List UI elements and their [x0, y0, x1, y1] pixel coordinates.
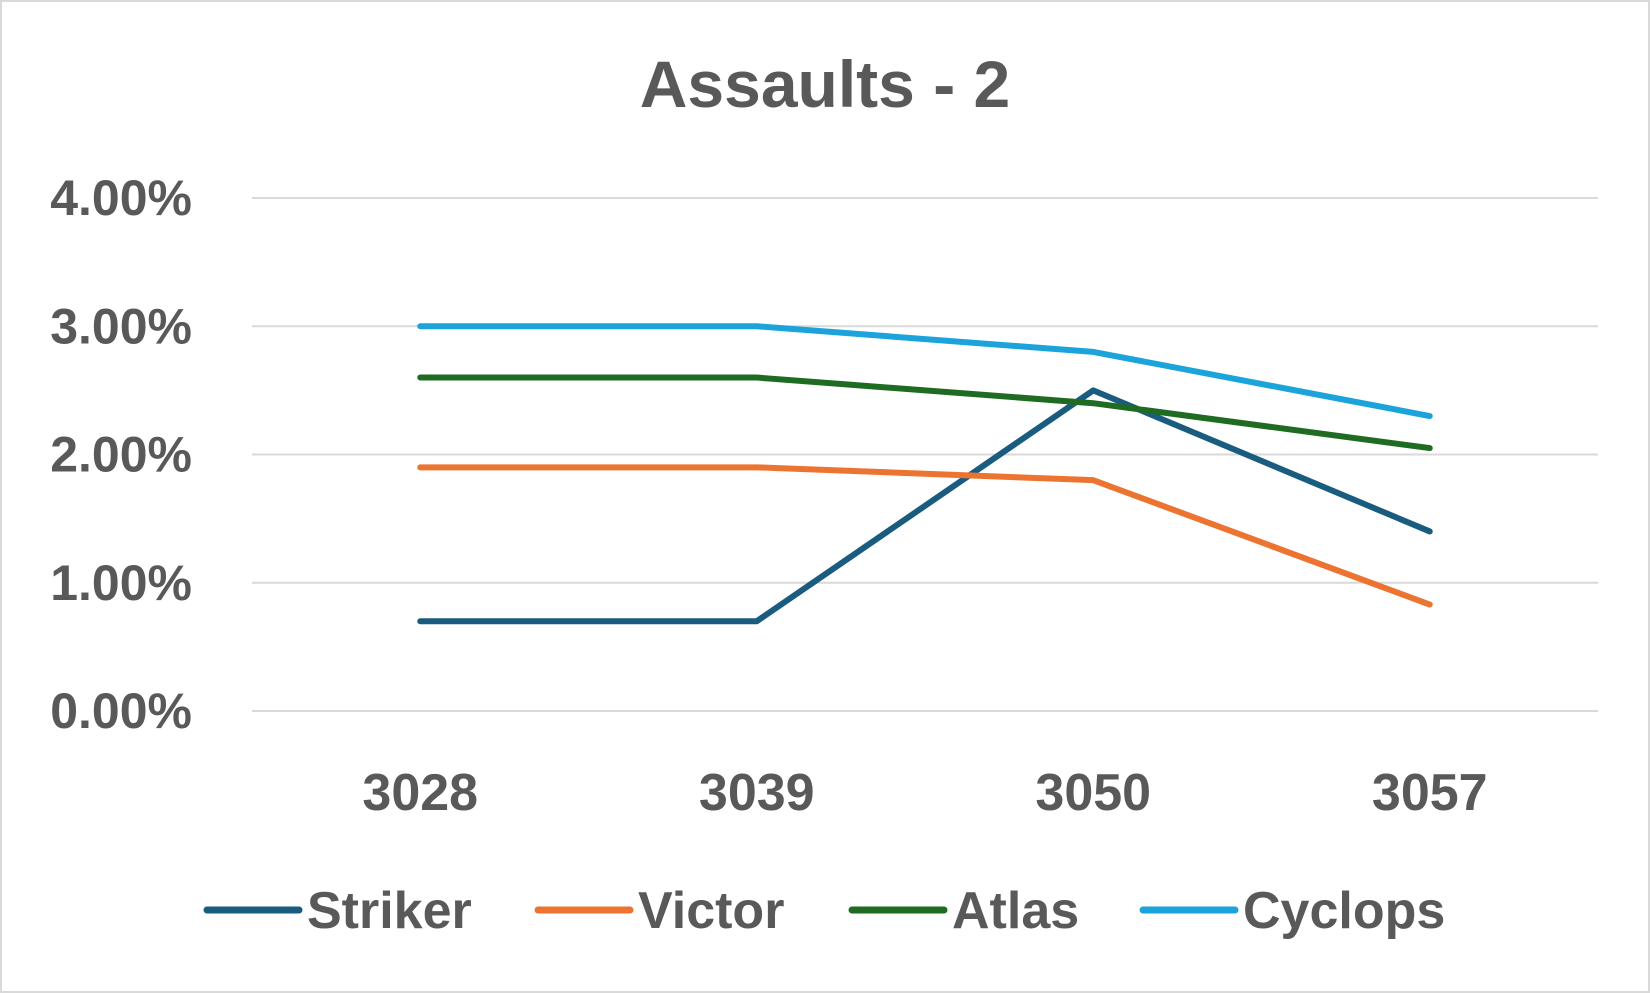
series-line-atlas: [417, 374, 1433, 452]
y-axis-ticks: 0.00% 1.00% 2.00% 3.00% 4.00%: [50, 170, 192, 739]
y-tick-label: 1.00%: [50, 555, 192, 611]
x-axis-ticks: 3028 3039 3050 3057: [362, 764, 1487, 822]
series-line-cyclops: [417, 323, 1433, 420]
series-line-victor: [417, 464, 1433, 608]
y-tick-label: 0.00%: [50, 683, 192, 739]
gridlines: [252, 197, 1598, 712]
series-lines: [417, 323, 1433, 625]
legend-label: Cyclops: [1243, 882, 1445, 940]
x-tick-label: 3057: [1372, 764, 1488, 822]
x-tick-label: 3028: [362, 764, 478, 822]
legend-label: Striker: [307, 882, 472, 940]
legend-label: Atlas: [952, 882, 1079, 940]
x-tick-label: 3050: [1035, 764, 1151, 822]
series-line-striker: [417, 387, 1433, 625]
y-tick-label: 2.00%: [50, 427, 192, 483]
legend: Striker Victor Atlas Cyclops: [203, 882, 1445, 940]
y-tick-label: 4.00%: [50, 170, 192, 226]
legend-label: Victor: [638, 882, 784, 940]
y-tick-label: 3.00%: [50, 298, 192, 354]
chart-title: Assaults - 2: [640, 47, 1010, 121]
x-tick-label: 3039: [699, 764, 815, 822]
